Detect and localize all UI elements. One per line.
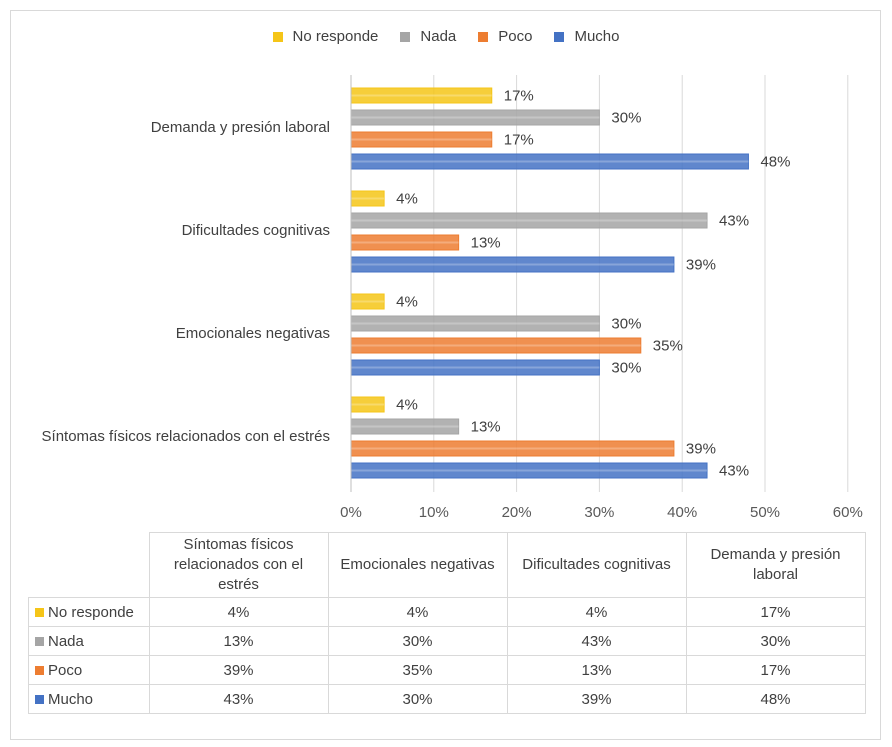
- data-label: 30%: [611, 316, 641, 333]
- legend-label: Mucho: [574, 28, 620, 45]
- bar-highlight: [351, 469, 708, 472]
- row-label: No responde: [48, 603, 134, 621]
- table-cell: 48%: [685, 684, 866, 714]
- legend-item-poco: Poco: [478, 28, 532, 45]
- table-cell: 13%: [148, 626, 329, 656]
- table-cell: 30%: [327, 684, 508, 714]
- bar-highlight: [351, 322, 600, 325]
- table-corner: [28, 532, 150, 598]
- bar-highlight: [351, 344, 641, 347]
- bar-highlight: [351, 241, 459, 244]
- row-label: Mucho: [48, 690, 94, 708]
- bar-highlight: [351, 116, 600, 119]
- table-row-header: Nada: [28, 626, 150, 656]
- bar-highlight: [351, 403, 385, 406]
- x-tick-label: 50%: [750, 504, 780, 521]
- chart-frame: [10, 10, 881, 740]
- row-swatch: [35, 608, 44, 618]
- x-tick-label: 10%: [419, 504, 449, 521]
- row-swatch: [35, 637, 44, 647]
- bar-highlight: [351, 219, 708, 222]
- table-cell: 30%: [685, 626, 866, 656]
- category-label: Dificultades cognitivas: [181, 222, 330, 239]
- legend-swatch: [554, 31, 565, 42]
- bar-highlight: [351, 447, 674, 450]
- legend-swatch: [272, 31, 283, 42]
- table-row: Poco 39% 35% 13% 17%: [28, 655, 866, 685]
- data-label: 39%: [686, 257, 716, 274]
- bar-highlight: [351, 138, 492, 141]
- table-cell: 4%: [327, 597, 508, 627]
- table-cell: 30%: [327, 626, 508, 656]
- table-cell: 39%: [506, 684, 687, 714]
- data-label: 39%: [686, 441, 716, 458]
- table-row-header: Mucho: [28, 684, 150, 714]
- table-header: Emocionales negativas: [327, 532, 508, 598]
- table-cell: 17%: [685, 597, 866, 627]
- table-cell: 39%: [148, 655, 329, 685]
- table-cell: 4%: [148, 597, 329, 627]
- row-label: Poco: [48, 661, 83, 679]
- category-label: Demanda y presión laboral: [150, 119, 330, 136]
- legend-item-mucho: Mucho: [554, 28, 620, 45]
- bar-highlight: [351, 197, 385, 200]
- bar-highlight: [351, 94, 492, 97]
- data-label: 35%: [653, 338, 683, 355]
- bar-highlight: [351, 300, 385, 303]
- table-header: Síntomas físicos relacionados con el est…: [148, 532, 329, 598]
- bar-chart-plot: 0% 10% 20% 30% 40% 50% 60% 17% 30% 17% 48% 4% 43% 13%…: [340, 75, 863, 521]
- legend-swatch: [478, 31, 489, 42]
- data-label: 30%: [611, 360, 641, 377]
- table-row-header: Poco: [28, 655, 150, 685]
- bar-highlight: [351, 366, 600, 369]
- data-table: Síntomas físicos relacionados con el est…: [28, 532, 866, 714]
- table-cell: 43%: [148, 684, 329, 714]
- table-cell: 4%: [506, 597, 687, 627]
- legend-label: Poco: [498, 28, 533, 45]
- data-label: 43%: [719, 213, 749, 230]
- table-row: No responde 4% 4% 4% 17%: [28, 597, 866, 627]
- x-tick-label: 30%: [584, 504, 614, 521]
- row-label: Nada: [48, 632, 84, 650]
- table-row: Nada 13% 30% 43% 30%: [28, 626, 866, 656]
- data-label: 17%: [504, 88, 534, 105]
- row-swatch: [35, 666, 44, 676]
- data-label: 48%: [760, 154, 790, 171]
- category-label: Emocionales negativas: [175, 325, 330, 342]
- bar-highlight: [351, 160, 749, 163]
- table-header: Dificultades cognitivas: [506, 532, 687, 598]
- legend-label: No responde: [292, 28, 379, 45]
- table-row: Mucho 43% 30% 39% 48%: [28, 684, 866, 714]
- data-label: 17%: [504, 132, 534, 149]
- table-header-row: Síntomas físicos relacionados con el est…: [28, 532, 866, 598]
- data-label: 4%: [396, 397, 418, 414]
- legend-label: Nada: [420, 28, 457, 45]
- table-cell: 13%: [506, 655, 687, 685]
- table-row-header: No responde: [28, 597, 150, 627]
- table-header: Demanda y presión laboral: [685, 532, 866, 598]
- table-cell: 17%: [685, 655, 866, 685]
- category-label: Síntomas físicos relacionados con el est…: [41, 428, 330, 445]
- data-label: 13%: [471, 235, 501, 252]
- data-label: 43%: [719, 463, 749, 480]
- data-label: 30%: [611, 110, 641, 127]
- bar-highlight: [351, 263, 674, 266]
- bar-highlight: [351, 425, 459, 428]
- x-tick-label: 20%: [502, 504, 532, 521]
- x-tick-label: 40%: [667, 504, 697, 521]
- legend-item-no-responde: No responde: [272, 28, 379, 45]
- data-label: 4%: [396, 294, 418, 311]
- data-label: 13%: [471, 419, 501, 436]
- table-cell: 43%: [506, 626, 687, 656]
- legend-swatch: [400, 31, 411, 42]
- legend-item-nada: Nada: [400, 28, 456, 45]
- data-label: 4%: [396, 191, 418, 208]
- row-swatch: [35, 695, 44, 705]
- table-cell: 35%: [327, 655, 508, 685]
- chart-legend: No responde Nada Poco Mucho: [0, 28, 892, 45]
- x-tick-label: 0%: [340, 504, 362, 521]
- x-tick-label: 60%: [833, 504, 863, 521]
